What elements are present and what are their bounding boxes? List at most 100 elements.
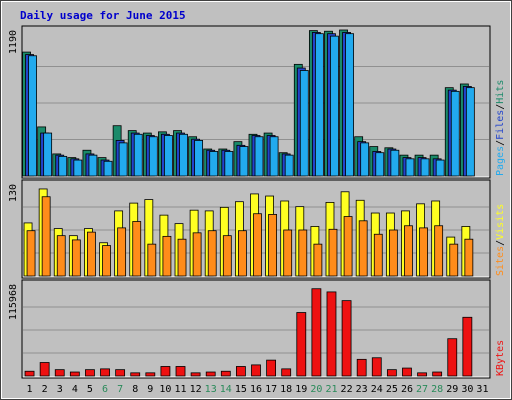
bar-sites-day-14 <box>222 235 232 277</box>
bar-sites-day-21 <box>328 228 338 277</box>
bar-sites-day-7 <box>117 227 127 277</box>
bar-kbytes-day-23 <box>356 358 367 377</box>
bar-pages-day-19 <box>299 70 309 177</box>
bar-kbytes-day-20 <box>311 288 322 377</box>
x-tick-label-20: 20 <box>310 384 322 395</box>
x-tick-label-15: 15 <box>235 384 247 395</box>
bar-sites-day-25 <box>388 229 398 277</box>
bar-sites-day-30 <box>464 238 474 277</box>
bar-kbytes-day-29 <box>447 338 458 377</box>
bar-sites-day-1 <box>26 230 36 277</box>
bar-sites-day-13 <box>207 230 217 277</box>
bar-pages-day-15 <box>239 146 249 177</box>
bar-sites-day-15 <box>237 230 247 277</box>
bar-pages-day-10 <box>164 135 173 177</box>
bar-kbytes-day-4 <box>69 371 80 377</box>
bar-pages-day-11 <box>179 133 188 177</box>
legend-separator: / <box>495 104 506 110</box>
bar-kbytes-day-12 <box>190 372 201 377</box>
bar-pages-day-12 <box>194 140 204 177</box>
bar-kbytes-day-14 <box>220 370 231 377</box>
bar-sites-day-9 <box>147 243 157 277</box>
bar-pages-day-21 <box>330 35 339 177</box>
bar-kbytes-day-2 <box>39 362 50 377</box>
x-tick-label-3: 3 <box>57 384 63 395</box>
bar-pages-day-3 <box>58 155 68 177</box>
bar-pages-day-23 <box>360 142 370 177</box>
bar-sites-day-8 <box>132 221 142 277</box>
panel-visits-sites: 130 Sites/Visits <box>8 179 506 279</box>
panel-kbytes: 115968 KBytes <box>8 279 506 379</box>
bar-sites-day-2 <box>41 196 51 277</box>
bar-kbytes-day-7 <box>115 369 126 377</box>
legend-visits: Visits <box>495 204 506 240</box>
bar-pages-day-4 <box>73 159 83 177</box>
bar-kbytes-day-21 <box>326 291 337 377</box>
bar-sites-day-10 <box>162 235 172 277</box>
x-tick-label-25: 25 <box>386 384 398 395</box>
legend-sites: Sites <box>495 246 506 276</box>
x-tick-label-23: 23 <box>356 384 368 395</box>
x-tick-label-8: 8 <box>132 384 138 395</box>
bar-kbytes-day-6 <box>100 368 110 377</box>
bar-pages-day-20 <box>314 33 324 177</box>
bar-sites-day-24 <box>373 233 383 277</box>
bar-sites-day-5 <box>87 231 96 277</box>
bar-pages-day-22 <box>345 33 354 177</box>
legend: KBytes <box>495 340 506 376</box>
bar-pages-day-30 <box>465 87 475 177</box>
x-tick-label-26: 26 <box>401 384 413 395</box>
legend: Pages/Files/Hits <box>495 80 506 176</box>
x-tick-label-11: 11 <box>174 384 186 395</box>
bar-pages-day-1 <box>28 55 37 177</box>
bar-kbytes-day-24 <box>371 357 382 377</box>
bar-sites-day-18 <box>283 229 293 277</box>
bar-kbytes-day-25 <box>386 369 397 377</box>
bar-sites-day-3 <box>56 235 66 277</box>
bar-pages-day-8 <box>133 133 143 177</box>
bar-sites-day-28 <box>434 225 444 277</box>
bar-pages-day-18 <box>284 154 294 177</box>
bar-kbytes-day-30 <box>462 316 473 377</box>
bar-pages-day-25 <box>390 149 400 177</box>
x-tick-label-13: 13 <box>205 384 217 395</box>
bar-kbytes-day-17 <box>266 359 277 377</box>
bar-pages-day-2 <box>43 132 53 177</box>
bar-pages-day-24 <box>375 152 385 177</box>
x-tick-label-14: 14 <box>220 384 232 395</box>
legend-separator: / <box>495 140 506 146</box>
bar-pages-day-27 <box>420 158 430 177</box>
bar-sites-day-16 <box>253 213 262 277</box>
bar-kbytes-day-26 <box>402 367 412 377</box>
bar-pages-day-28 <box>435 159 445 177</box>
bar-sites-day-19 <box>298 229 308 277</box>
bar-pages-day-9 <box>148 136 158 177</box>
bar-pages-day-17 <box>269 136 279 177</box>
legend-pages: Pages <box>495 146 506 176</box>
bar-sites-day-17 <box>268 214 278 277</box>
bar-kbytes-day-8 <box>130 372 141 377</box>
bar-kbytes-day-16 <box>251 364 261 377</box>
x-tick-label-19: 19 <box>295 384 307 395</box>
bar-kbytes-day-10 <box>160 366 171 377</box>
x-tick-label-28: 28 <box>431 384 443 395</box>
bar-kbytes-day-5 <box>85 369 95 377</box>
y-max-label: 130 <box>8 184 19 202</box>
bar-kbytes-day-1 <box>24 370 35 377</box>
bar-sites-day-20 <box>313 243 323 277</box>
bar-pages-day-7 <box>118 142 128 177</box>
x-tick-label-4: 4 <box>72 384 78 395</box>
chart-title: Daily usage for June 2015 <box>20 9 186 22</box>
x-tick-label-2: 2 <box>42 384 48 395</box>
x-tick-label-31: 31 <box>476 384 488 395</box>
legend-hits: Hits <box>495 80 506 104</box>
x-tick-label-21: 21 <box>325 384 337 395</box>
bar-pages-day-6 <box>103 160 113 177</box>
legend-separator: / <box>495 240 506 246</box>
x-tick-label-27: 27 <box>416 384 428 395</box>
x-tick-label-29: 29 <box>446 384 458 395</box>
panel-border <box>21 279 491 379</box>
